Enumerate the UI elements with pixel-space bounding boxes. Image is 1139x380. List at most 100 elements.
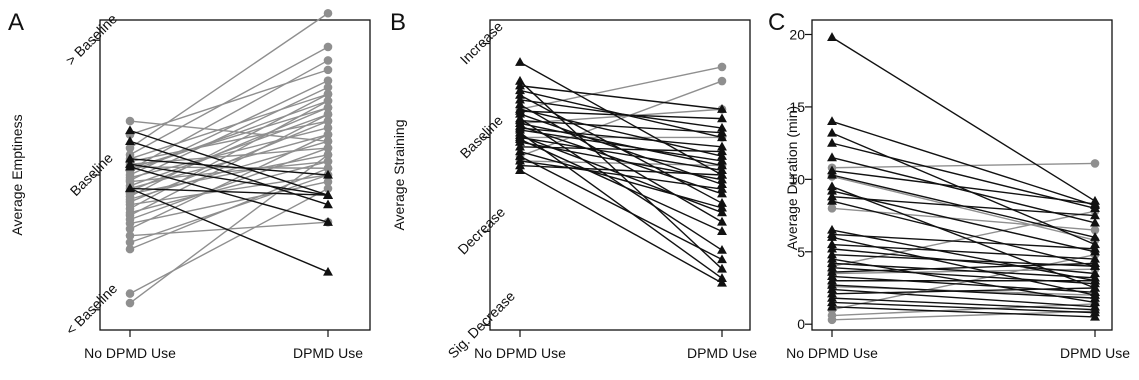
y-axis-label: Average Straining: [391, 119, 407, 230]
series: [125, 163, 333, 254]
data-point-triangle: [323, 216, 333, 226]
x-tick-label: DPMD Use: [1060, 345, 1130, 361]
data-point-circle: [125, 289, 135, 298]
data-point-triangle: [515, 85, 525, 95]
data-point-triangle: [323, 190, 333, 199]
series-line: [129, 12, 329, 149]
series-line: [519, 129, 723, 162]
series-line: [129, 160, 329, 214]
data-point-triangle: [827, 32, 837, 42]
series-line: [831, 185, 1096, 289]
series-line: [519, 150, 723, 209]
data-point-triangle: [717, 146, 727, 156]
data-point-circle: [323, 96, 333, 106]
data-point-triangle: [717, 183, 727, 193]
series: [515, 132, 727, 174]
series-line: [519, 118, 723, 251]
data-point-triangle: [717, 113, 727, 123]
panel-label-b: B: [390, 9, 406, 36]
data-point-circle: [717, 76, 727, 86]
data-point-triangle: [515, 80, 525, 90]
panel-b: Sig. DecreaseDecreaseBaselineIncreaseNo …: [391, 18, 757, 361]
series-line: [831, 162, 1096, 169]
data-point-triangle: [827, 127, 837, 137]
data-point-triangle: [1090, 258, 1100, 268]
data-point-circle: [323, 184, 333, 193]
series-line: [129, 133, 329, 230]
series-line: [519, 164, 723, 176]
series-line: [831, 36, 1096, 202]
series: [515, 165, 727, 287]
series-line: [519, 146, 723, 153]
data-point-triangle: [125, 125, 135, 135]
data-point-circle: [323, 65, 333, 75]
data-point-circle: [827, 204, 837, 213]
data-point-circle: [323, 8, 333, 18]
series-line: [129, 158, 329, 176]
series-line: [831, 120, 1096, 207]
series-line: [129, 93, 329, 198]
data-point-triangle: [1090, 275, 1100, 285]
data-point-circle: [125, 298, 135, 308]
data-point-triangle: [125, 183, 135, 193]
data-point-triangle: [717, 277, 727, 287]
data-point-triangle: [125, 153, 135, 163]
series-line: [129, 86, 329, 182]
data-point-triangle: [717, 188, 727, 198]
data-point-circle: [125, 224, 135, 234]
data-point-triangle: [1090, 210, 1100, 220]
series-line: [129, 181, 329, 225]
data-point-circle: [323, 83, 333, 92]
data-point-triangle: [717, 207, 727, 217]
data-point-triangle: [1090, 292, 1100, 302]
data-point-triangle: [125, 161, 135, 171]
data-point-triangle: [717, 160, 727, 170]
data-point-circle: [323, 103, 333, 112]
panel-label-c: C: [768, 9, 785, 36]
data-point-triangle: [515, 89, 525, 99]
data-point-triangle: [1090, 217, 1100, 227]
series-line: [831, 190, 1096, 253]
series-line: [519, 160, 723, 190]
series-line: [129, 160, 329, 183]
series-line: [129, 106, 329, 169]
series: [515, 80, 727, 113]
series: [125, 150, 333, 308]
series-line: [831, 303, 1096, 317]
y-axis-label: Average Emptiness: [9, 114, 25, 235]
data-point-triangle: [515, 141, 525, 151]
series-line: [831, 233, 1096, 250]
y-tick-label: < Baseline: [62, 280, 120, 338]
data-point-triangle: [515, 99, 525, 109]
data-point-triangle: [717, 174, 727, 184]
series-line: [519, 136, 723, 171]
series-line: [831, 301, 1096, 314]
series-line: [519, 155, 723, 261]
series-line: [129, 93, 329, 160]
data-point-triangle: [717, 141, 727, 151]
series-line: [519, 85, 723, 110]
series-line: [129, 80, 329, 176]
series-line: [519, 110, 723, 120]
series-line: [519, 127, 723, 148]
panel-a: < Baseline Baseline > Baseline No DPMD Use D…: [9, 8, 371, 361]
series-line: [831, 169, 1096, 205]
data-point-triangle: [1090, 232, 1100, 241]
data-point-circle: [323, 177, 333, 187]
series-line: [519, 122, 723, 167]
y-tick-label: Decrease: [454, 204, 508, 258]
series-line: [129, 167, 329, 250]
data-point-triangle: [717, 216, 727, 226]
data-point-triangle: [717, 202, 727, 212]
data-point-triangle: [717, 179, 727, 189]
x-tick-label: No DPMD Use: [84, 345, 176, 361]
data-point-triangle: [515, 160, 525, 170]
y-tick-label: 20: [789, 26, 805, 42]
data-point-circle: [323, 76, 333, 85]
series: [125, 184, 333, 298]
data-point-triangle: [717, 151, 727, 160]
series: [125, 8, 333, 153]
data-point-circle: [323, 130, 333, 139]
series-line: [831, 262, 1096, 279]
data-point-circle: [1090, 225, 1100, 235]
